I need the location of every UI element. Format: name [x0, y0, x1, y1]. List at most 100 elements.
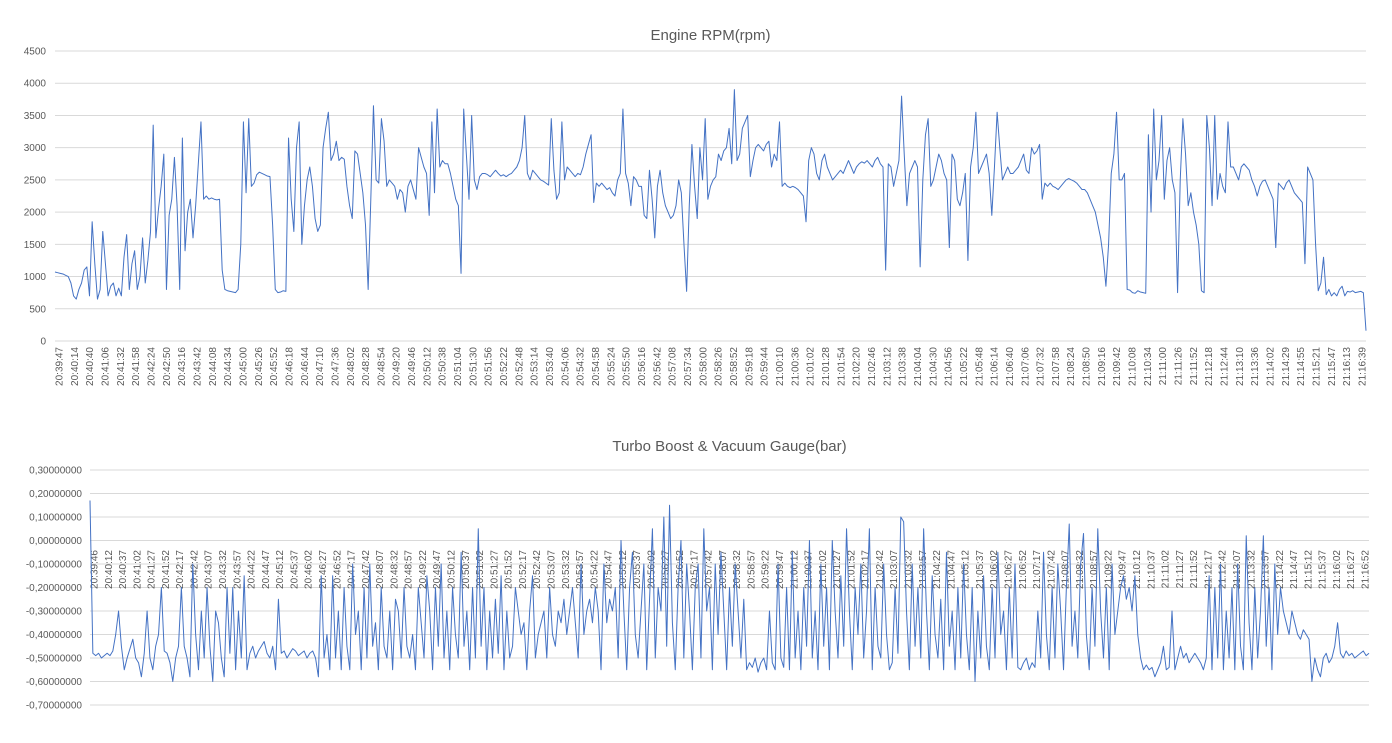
x-tick-label: 21:16:52: [1361, 550, 1372, 589]
x-tick-label: 21:03:07: [889, 550, 900, 589]
x-tick-label: 21:06:02: [989, 550, 1000, 589]
x-tick-label: 20:46:02: [304, 550, 315, 589]
y-tick-label: 4000: [24, 79, 47, 90]
x-tick-label: 20:46:27: [318, 550, 329, 589]
x-tick-label: 21:15:21: [1312, 347, 1323, 386]
x-tick-label: 21:02:20: [852, 347, 863, 386]
x-tick-label: 20:47:36: [330, 347, 341, 386]
x-tick-label: 20:53:07: [546, 550, 557, 589]
x-tick-label: 21:04:56: [944, 347, 955, 386]
x-tick-label: 21:14:22: [1275, 550, 1286, 589]
x-tick-label: 21:16:27: [1346, 550, 1357, 589]
x-tick-label: 20:56:16: [637, 347, 648, 386]
x-tick-label: 21:01:54: [836, 347, 847, 386]
x-tick-label: 20:48:54: [376, 347, 387, 386]
y-tick-label: 0,20000000: [29, 489, 82, 500]
x-tick-label: 20:45:00: [238, 347, 249, 386]
x-tick-label: 21:07:42: [1046, 550, 1057, 589]
x-tick-label: 20:52:48: [514, 347, 525, 386]
x-tick-label: 20:41:58: [131, 347, 142, 386]
y-tick-label: -0,40000000: [26, 630, 83, 641]
x-tick-label: 20:59:44: [760, 347, 771, 386]
x-tick-label: 20:52:22: [499, 347, 510, 386]
x-tick-label: 21:02:17: [861, 550, 872, 589]
x-tick-label: 20:50:38: [438, 347, 449, 386]
x-tick-label: 20:44:22: [247, 550, 258, 589]
x-tick-label: 20:55:12: [618, 550, 629, 589]
x-tick-label: 21:13:57: [1261, 550, 1272, 589]
y-tick-label: -0,60000000: [26, 677, 83, 688]
x-tick-label: 20:57:34: [683, 347, 694, 386]
x-tick-label: 20:59:22: [761, 550, 772, 589]
x-tick-label: 20:58:52: [729, 347, 740, 386]
x-tick-label: 21:01:28: [821, 347, 832, 386]
x-tick-label: 21:02:46: [867, 347, 878, 386]
x-tick-label: 21:09:42: [1112, 347, 1123, 386]
x-tick-label: 20:54:22: [589, 550, 600, 589]
x-tick-label: 20:51:02: [475, 550, 486, 589]
x-tick-label: 20:48:57: [404, 550, 415, 589]
y-tick-label: 0,00000000: [29, 536, 82, 547]
chart-title: Turbo Boost & Vacuum Gauge(bar): [612, 438, 846, 455]
x-tick-label: 21:02:42: [875, 550, 886, 589]
x-tick-label: 20:56:27: [661, 550, 672, 589]
x-tick-label: 20:41:27: [147, 550, 158, 589]
x-tick-label: 21:06:27: [1003, 550, 1014, 589]
x-tick-label: 20:46:18: [284, 347, 295, 386]
x-tick-label: 20:48:28: [361, 347, 372, 386]
x-tick-label: 20:58:57: [746, 550, 757, 589]
x-tick-label: 21:01:02: [806, 347, 817, 386]
x-tick-label: 20:43:42: [192, 347, 203, 386]
x-tick-label: 21:00:10: [775, 347, 786, 386]
x-tick-label: 21:04:22: [932, 550, 943, 589]
x-tick-label: 21:03:38: [898, 347, 909, 386]
x-tick-label: 21:15:37: [1318, 550, 1329, 589]
x-tick-label: 20:56:52: [675, 550, 686, 589]
x-tick-label: 21:00:12: [789, 550, 800, 589]
x-tick-label: 20:53:32: [561, 550, 572, 589]
y-tick-label: -0,10000000: [26, 560, 83, 571]
y-tick-label: -0,70000000: [26, 701, 83, 712]
x-tick-label: 21:08:24: [1066, 347, 1077, 386]
x-tick-label: 20:43:32: [218, 550, 229, 589]
x-tick-label: 20:55:24: [606, 347, 617, 386]
x-tick-label: 21:13:10: [1235, 347, 1246, 386]
x-tick-label: 21:14:02: [1266, 347, 1277, 386]
x-tick-label: 21:04:04: [913, 347, 924, 386]
x-tick-label: 21:16:39: [1358, 347, 1369, 386]
x-tick-label: 20:48:02: [346, 347, 357, 386]
x-tick-label: 20:42:50: [162, 347, 173, 386]
x-tick-label: 20:45:52: [269, 347, 280, 386]
x-tick-label: 21:16:02: [1332, 550, 1343, 589]
x-tick-label: 20:42:24: [146, 347, 157, 386]
x-tick-label: 20:42:42: [189, 550, 200, 589]
x-tick-label: 20:53:14: [530, 347, 541, 386]
y-tick-label: 2500: [24, 175, 47, 186]
x-tick-label: 21:07:32: [1036, 347, 1047, 386]
chart-2: -0,70000000 -0,60000000 -0,50000000 -0,4000…: [26, 438, 1372, 712]
x-tick-label: 20:39:46: [90, 550, 101, 589]
x-tick-label: 20:56:02: [646, 550, 657, 589]
x-tick-label: 21:12:18: [1204, 347, 1215, 386]
x-tick-label: 20:50:12: [447, 550, 458, 589]
x-tick-label: 20:52:42: [532, 550, 543, 589]
x-tick-label: 21:04:30: [928, 347, 939, 386]
x-tick-label: 20:47:42: [361, 550, 372, 589]
x-tick-label: 21:11:02: [1161, 550, 1172, 589]
x-tick-label: 20:49:47: [432, 550, 443, 589]
x-tick-label: 21:00:36: [790, 347, 801, 386]
series-line: [89, 500, 1370, 682]
y-tick-label: 0: [40, 337, 46, 348]
x-tick-label: 20:40:14: [70, 347, 81, 386]
x-tick-label: 20:41:02: [132, 550, 143, 589]
y-tick-label: -0,30000000: [26, 607, 83, 618]
x-tick-label: 20:55:37: [632, 550, 643, 589]
y-tick-label: 3000: [24, 143, 47, 154]
x-tick-label: 20:51:27: [489, 550, 500, 589]
x-tick-label: 21:03:57: [918, 550, 929, 589]
x-tick-label: 21:03:12: [882, 347, 893, 386]
x-tick-label: 21:16:13: [1342, 347, 1353, 386]
x-tick-label: 21:01:52: [846, 550, 857, 589]
x-tick-label: 20:56:42: [652, 347, 663, 386]
